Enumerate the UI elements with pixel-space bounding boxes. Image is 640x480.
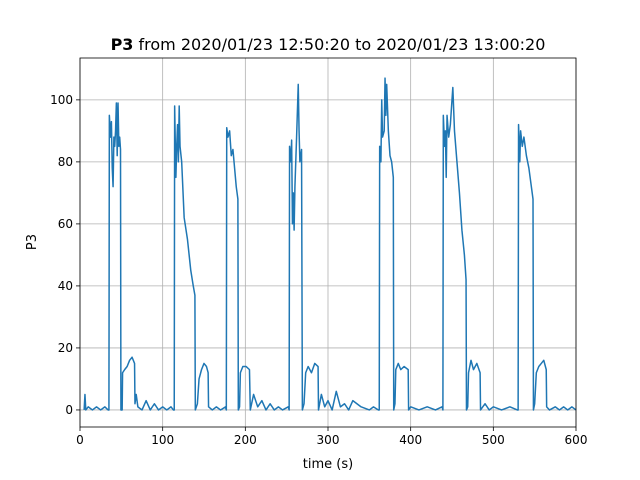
chart-title: P3 from 2020/01/23 12:50:20 to 2020/01/2… <box>111 35 546 54</box>
x-tick-label: 500 <box>482 433 505 447</box>
y-tick-label: 40 <box>58 279 73 293</box>
x-axis-label: time (s) <box>303 457 353 472</box>
x-tick-label: 100 <box>151 433 174 447</box>
x-tick-label: 400 <box>399 433 422 447</box>
title-bold: P3 <box>111 35 134 54</box>
y-tick-label: 20 <box>58 341 73 355</box>
plot-frame <box>79 57 577 428</box>
title-rest: from 2020/01/23 12:50:20 to 2020/01/23 1… <box>139 35 546 54</box>
x-tick-label: 300 <box>317 433 340 447</box>
y-tick-label: 0 <box>65 403 73 417</box>
x-tick-label: 0 <box>76 433 84 447</box>
y-tick-label: 100 <box>50 93 73 107</box>
y-tick-label: 60 <box>58 217 73 231</box>
x-tick-label: 200 <box>234 433 257 447</box>
data-line <box>83 77 577 411</box>
x-tick-label: 600 <box>565 433 588 447</box>
y-axis-label: P3 <box>25 234 40 250</box>
y-tick-label: 80 <box>58 155 73 169</box>
